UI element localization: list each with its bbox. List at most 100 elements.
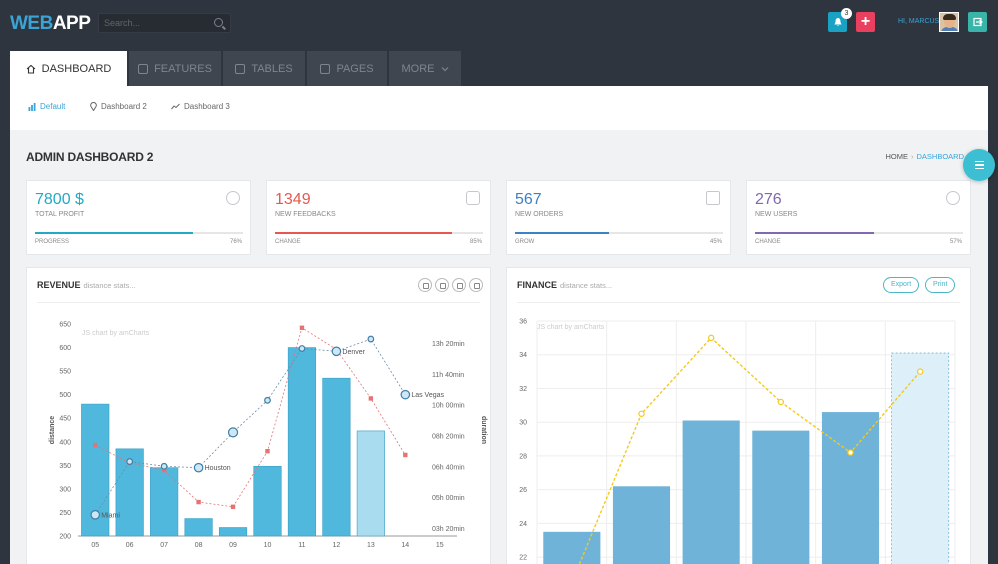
stat-sub-label: CHANGE [755, 239, 781, 245]
revenue-point-red [93, 442, 98, 448]
brand-logo[interactable]: WEBAPP [10, 13, 91, 35]
subnav-label: Dashboard 2 [101, 102, 147, 111]
y-tick-label: 550 [59, 369, 71, 376]
y-tick-label: 300 [59, 486, 71, 493]
stat-percent: 85% [469, 239, 482, 245]
y-tick-label: 400 [59, 439, 71, 446]
y-tick-label: 34 [519, 352, 527, 359]
revenue-bar [356, 430, 385, 537]
search-input[interactable] [104, 16, 209, 30]
revenue-point-label: Denver [342, 349, 365, 356]
user-greeting[interactable]: HI, MARCUS [898, 18, 940, 25]
revenue-bar [218, 527, 248, 537]
y-tick-label: 350 [59, 463, 71, 470]
thumbs-up-icon [466, 191, 480, 205]
progress-track [35, 232, 243, 234]
avatar[interactable] [939, 12, 959, 32]
stat-label: NEW FEEDBACKS [275, 211, 336, 218]
revenue-line-blue [94, 338, 406, 516]
stat-percent: 76% [229, 239, 242, 245]
notification-count-badge: 3 [841, 8, 852, 19]
trash-icon[interactable] [452, 278, 466, 292]
finance-point [777, 398, 785, 406]
finance-point [707, 334, 715, 342]
breadcrumb: HOME › DASHBOARD [885, 152, 964, 161]
stat-sub-label: PROGRESS [35, 239, 70, 245]
finance-line [578, 336, 921, 564]
breadcrumb-home[interactable]: HOME [885, 152, 908, 161]
stat-label: NEW ORDERS [515, 211, 564, 218]
revenue-point-red [368, 396, 374, 401]
page-title: ADMIN DASHBOARD 2 [26, 150, 154, 164]
revenue-line-red [95, 327, 406, 508]
expand-icon[interactable] [469, 278, 483, 292]
user-icon [946, 191, 960, 205]
revenue-point-red [403, 452, 408, 458]
stat-value: 276 [755, 191, 782, 208]
menu-fab-button[interactable] [963, 149, 995, 181]
tab-dashboard[interactable]: Dashboard [10, 51, 127, 86]
y-tick-label: 450 [59, 416, 71, 423]
progress-fill [35, 232, 194, 234]
subnav-item-dashboard-3[interactable]: Dashboard 3 [171, 102, 230, 111]
revenue-chart: JS chart by amCharts 200 250 300 350 400 450 5… [49, 322, 487, 550]
menu-icon [974, 160, 984, 163]
subnav-item-dashboard-2[interactable]: Dashboard 2 [90, 102, 147, 111]
tab-label: More [401, 62, 435, 75]
export-button[interactable]: Export [883, 277, 920, 293]
tab-more[interactable]: More [389, 51, 461, 86]
revenue-bar [184, 518, 213, 537]
card-divider [37, 302, 480, 303]
finance-title-text: FINANCE [517, 280, 557, 290]
bar-chart-icon [28, 102, 36, 111]
wrench-icon[interactable] [435, 278, 449, 292]
tab-label: Pages [336, 62, 374, 75]
progress-fill [275, 232, 452, 234]
tab-features[interactable]: Features [129, 51, 221, 86]
stat-value: 1349 [275, 191, 311, 208]
y-tick-label: 30 [519, 420, 527, 427]
subnav-item-default[interactable]: Default [28, 102, 65, 111]
tab-tables[interactable]: Tables [223, 51, 305, 86]
revenue-point-label: Las Vegas [411, 392, 444, 399]
stat-value: 7800 $ [35, 191, 84, 208]
revenue-point-blue [193, 462, 204, 473]
search-icon[interactable] [214, 18, 223, 27]
x-tick-label: 08 [195, 542, 203, 549]
revenue-bar [253, 465, 282, 537]
revenue-point-red [265, 449, 270, 454]
revenue-bar [150, 467, 179, 537]
progress-track [275, 232, 483, 234]
stat-value: 567 [515, 191, 542, 208]
add-button[interactable]: + [856, 12, 875, 32]
layers-icon [320, 63, 331, 74]
revenue-point-blue [90, 510, 101, 520]
revenue-point-red [161, 467, 167, 473]
main-panel: Default Dashboard 2 Dashboard 3 ADMIN DA… [10, 86, 988, 564]
stat-sub-label: CHANGE [275, 239, 301, 245]
x-tick-label: 09 [229, 542, 237, 549]
stat-label: TOTAL PROFIT [35, 211, 85, 218]
x-tick-label: 05 [91, 542, 99, 549]
tab-pages[interactable]: Pages [307, 51, 387, 86]
finance-bar [612, 486, 671, 564]
print-button[interactable]: Print [925, 277, 956, 293]
brand-logo-part2: APP [52, 13, 91, 34]
finance-point [847, 449, 854, 456]
finance-point [916, 368, 924, 375]
refresh-icon[interactable] [418, 278, 432, 292]
y-tick-label: 200 [59, 534, 71, 541]
top-bar: WEBAPP 3 + HI, MARCUS [0, 0, 998, 48]
sub-navigation: Default Dashboard 2 Dashboard 3 [10, 86, 988, 130]
x-tick-label: 11 [298, 542, 305, 549]
x-tick-label: 06 [126, 542, 134, 549]
finance-chart: JS chart by amCharts 22 24 26 28 30 32 34 36 [519, 319, 956, 564]
revenue-point-blue [227, 427, 239, 438]
stat-percent: 57% [949, 239, 962, 245]
brand-logo-part1: WEB [10, 13, 53, 34]
revenue-point-blue [264, 396, 271, 404]
revenue-title: REVENUE distance stats... [37, 280, 136, 290]
chart-credit: JS chart by amCharts [537, 324, 605, 331]
finance-bar [821, 412, 880, 564]
logout-button[interactable] [968, 12, 987, 32]
